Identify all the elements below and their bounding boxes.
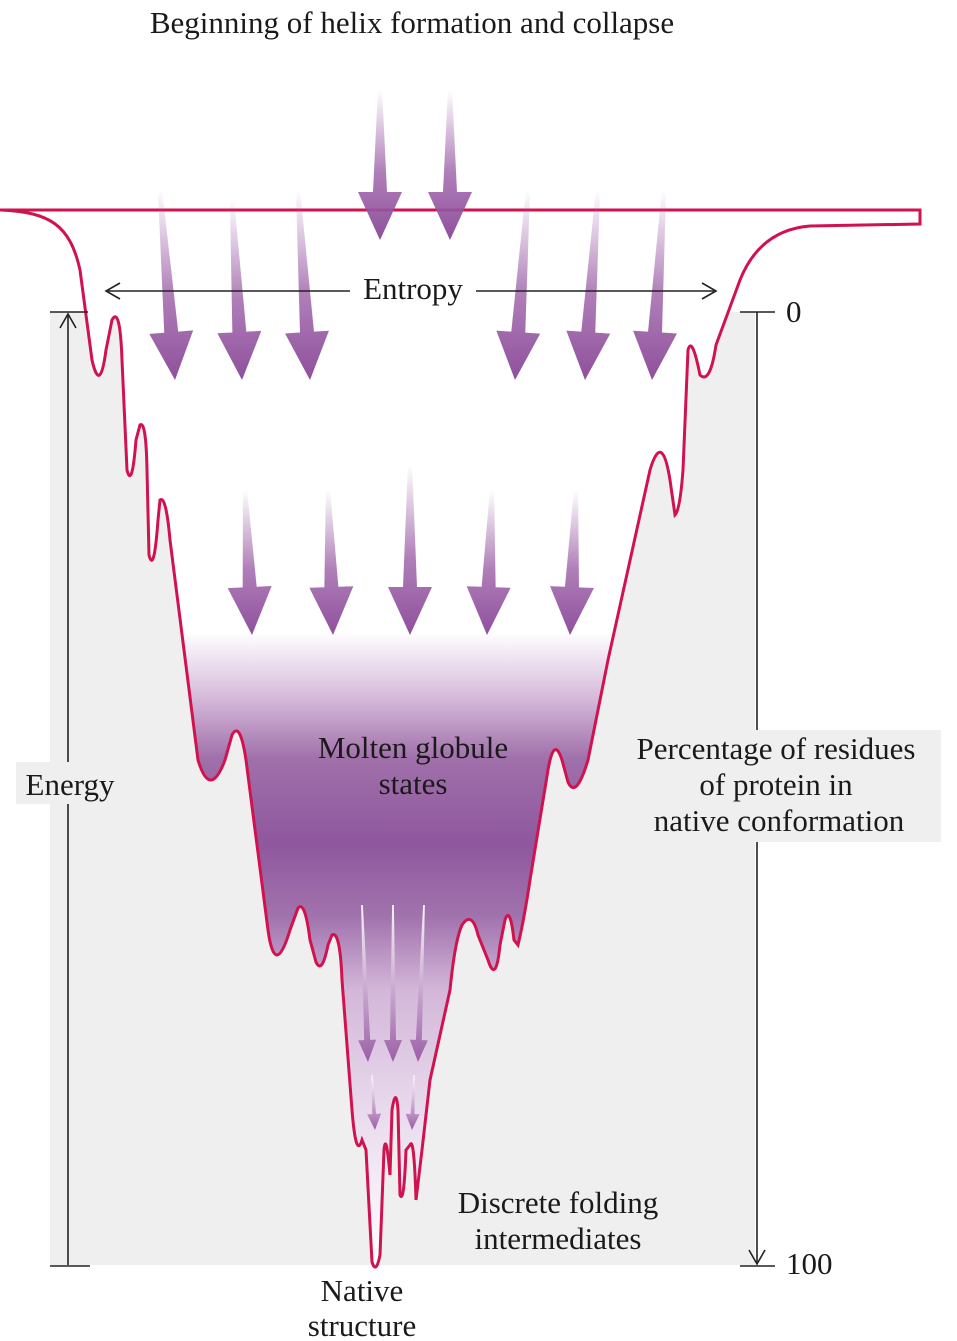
native-label: structure [308, 1308, 416, 1341]
intermediates-label: Discrete folding [458, 1185, 659, 1220]
diagram: Entropy Energy 0 100 Percentage of resid… [0, 0, 957, 1341]
scale-label: Percentage of residues [637, 731, 916, 766]
scale-top: 0 [786, 294, 802, 329]
molten-globule-label: Molten globule [318, 730, 508, 765]
title: Beginning of helix formation and collaps… [150, 5, 674, 40]
scale-label: native conformation [654, 803, 905, 838]
intermediates-label: intermediates [475, 1221, 642, 1256]
scale-label: of protein in [699, 767, 853, 802]
native-label: Native [321, 1273, 404, 1308]
energy-label: Energy [26, 767, 115, 802]
molten-globule-label: states [379, 766, 448, 801]
scale-bottom: 100 [786, 1246, 833, 1281]
entropy-label: Entropy [363, 271, 463, 306]
